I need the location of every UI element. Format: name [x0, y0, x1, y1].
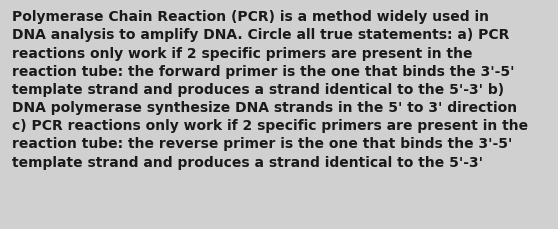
Text: Polymerase Chain Reaction (PCR) is a method widely used in
DNA analysis to ampli: Polymerase Chain Reaction (PCR) is a met…	[12, 10, 528, 169]
